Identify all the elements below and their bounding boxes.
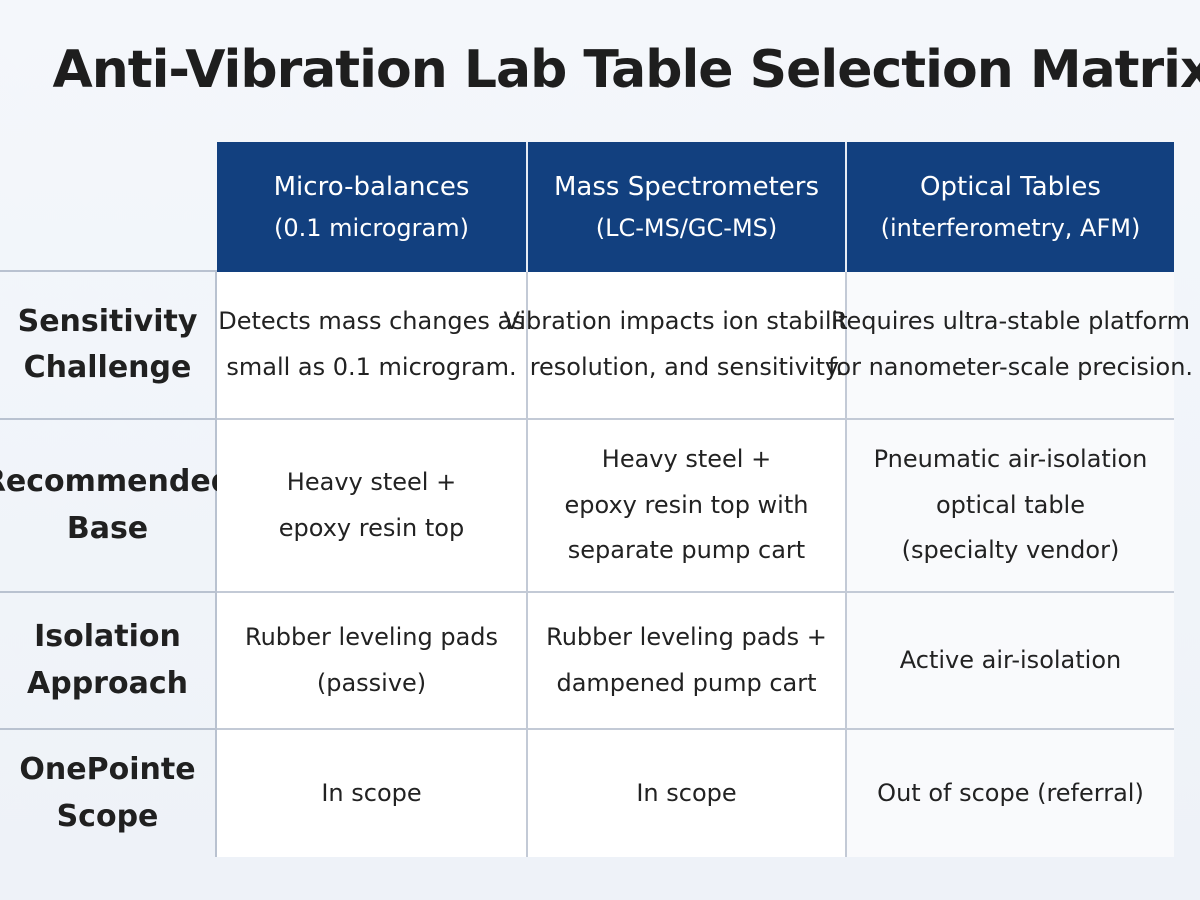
table-cell: In scope <box>528 730 847 857</box>
table-cell: Detects mass changes as small as 0.1 mic… <box>217 272 528 420</box>
table-cell: Heavy steel + epoxy resin top with separ… <box>528 420 847 593</box>
table-cell: Pneumatic air-isolation optical table (s… <box>847 420 1174 593</box>
selection-matrix-table: Micro-balances (0.1 microgram) Mass Spec… <box>0 142 1193 857</box>
cell-line: (passive) <box>316 668 427 697</box>
cell-line: Heavy steel + <box>601 445 772 474</box>
cell-line: Requires ultra-stable platform <box>830 307 1191 336</box>
row-label-line: Recommended <box>0 464 233 499</box>
table-cell: Rubber leveling pads + dampened pump car… <box>528 593 847 730</box>
cell-line: Out of scope (referral) <box>877 778 1144 807</box>
row-label-line: Approach <box>27 665 188 701</box>
column-header-optical-tables: Optical Tables (interferometry, AFM) <box>847 142 1174 272</box>
cell-line: In scope <box>636 778 737 807</box>
cell-line: Active air-isolation <box>899 645 1122 674</box>
table-cell: Rubber leveling pads (passive) <box>217 593 528 730</box>
row-label-recommended-base: Recommended Base <box>0 420 232 593</box>
column-header-name: Optical Tables <box>920 172 1101 202</box>
cell-line: Pneumatic air-isolation <box>873 445 1148 474</box>
cell-line: small as 0.1 microgram. <box>226 353 517 381</box>
cell-line: optical table <box>936 490 1085 519</box>
row-label-line: Sensitivity <box>17 303 198 339</box>
column-header-micro-balances: Micro-balances (0.1 microgram) <box>217 142 528 272</box>
column-header-name: Micro-balances <box>273 172 470 202</box>
cell-line: In scope <box>321 778 422 807</box>
table-cell: Out of scope (referral) <box>847 730 1174 857</box>
column-header-name: Mass Spectrometers <box>554 172 819 202</box>
row-label-line: Base <box>66 510 149 546</box>
cell-line: resolution, and sensitivity. <box>529 353 844 381</box>
cell-line: (specialty vendor) <box>901 536 1120 565</box>
row-label-onepointe-scope: OnePointe Scope <box>0 730 217 857</box>
cell-line: for nanometer-scale precision. <box>827 353 1194 381</box>
cell-line: Detects mass changes as <box>218 307 525 336</box>
row-label-line: Isolation <box>34 619 181 654</box>
cell-line: Heavy steel + <box>286 467 457 496</box>
column-header-mass-spectrometers: Mass Spectrometers (LC-MS/GC-MS) <box>528 142 847 272</box>
table-cell: Active air-isolation <box>847 593 1174 730</box>
cell-line: separate pump cart <box>567 536 806 565</box>
table-cell: In scope <box>217 730 528 857</box>
column-header-subtitle: (LC-MS/GC-MS) <box>595 213 778 242</box>
table-cell: Vibration impacts ion stability, resolut… <box>504 272 870 420</box>
table-cell: Requires ultra-stable platform for nanom… <box>828 272 1193 420</box>
cell-line: epoxy resin top with <box>564 490 809 519</box>
cell-line: Rubber leveling pads <box>244 622 499 651</box>
column-header-subtitle: (0.1 microgram) <box>274 213 469 242</box>
cell-line: Rubber leveling pads + <box>546 622 827 651</box>
row-label-sensitivity-challenge: Sensitivity Challenge <box>0 272 217 420</box>
table-cell: Heavy steel + epoxy resin top <box>217 420 528 593</box>
row-label-line: OnePointe <box>19 752 196 787</box>
corner-cell <box>0 142 217 272</box>
row-label-line: Scope <box>56 798 159 834</box>
row-label-line: Challenge <box>23 350 192 385</box>
column-header-subtitle: (interferometry, AFM) <box>880 213 1141 242</box>
cell-line: Vibration impacts ion stability, <box>503 307 870 336</box>
row-label-isolation-approach: Isolation Approach <box>0 593 217 730</box>
page-title: Anti-Vibration Lab Table Selection Matri… <box>52 40 1200 100</box>
cell-line: dampened pump cart <box>556 668 817 697</box>
cell-line: epoxy resin top <box>278 513 465 542</box>
